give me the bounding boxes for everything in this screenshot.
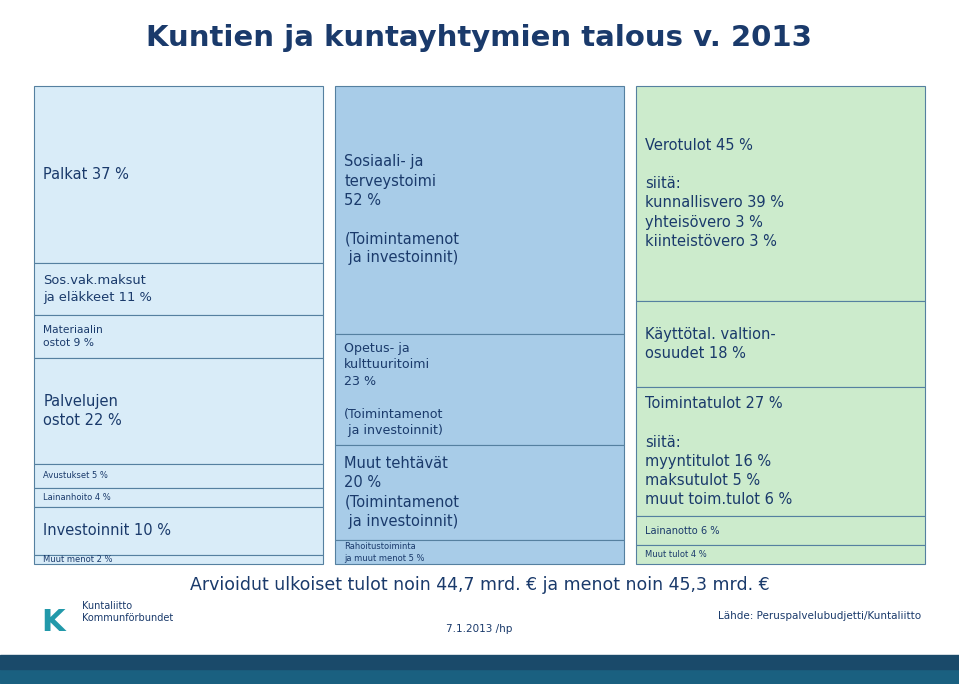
Text: K: K xyxy=(41,608,64,637)
Text: Palvelujen
ostot 22 %: Palvelujen ostot 22 % xyxy=(43,394,122,428)
Text: Sos.vak.maksut
ja eläkkeet 11 %: Sos.vak.maksut ja eläkkeet 11 % xyxy=(43,274,152,304)
Bar xyxy=(0,655,959,669)
Text: Muut menot 2 %: Muut menot 2 % xyxy=(43,555,112,564)
Text: Sosiaali- ja
terveystoimi
52 %

(Toimintamenot
 ja investoinnit): Sosiaali- ja terveystoimi 52 % (Toiminta… xyxy=(344,155,459,265)
Text: Kuntien ja kuntayhtymien talous v. 2013: Kuntien ja kuntayhtymien talous v. 2013 xyxy=(147,24,812,51)
Text: Materiaalin
ostot 9 %: Materiaalin ostot 9 % xyxy=(43,326,103,348)
Text: Käyttötal. valtion-
osuudet 18 %: Käyttötal. valtion- osuudet 18 % xyxy=(645,327,776,361)
Text: Investoinnit 10 %: Investoinnit 10 % xyxy=(43,523,171,538)
Text: Toimintatulot 27 %

siitä:
myyntitulot 16 %
maksutulot 5 %
muut toim.tulot 6 %: Toimintatulot 27 % siitä: myyntitulot 16… xyxy=(645,396,793,508)
Text: Rahoitustoiminta
ja muut menot 5 %: Rahoitustoiminta ja muut menot 5 % xyxy=(344,542,425,562)
Text: Kuntaliitto
Kommunförbundet: Kuntaliitto Kommunförbundet xyxy=(82,601,173,623)
Text: Muut tulot 4 %: Muut tulot 4 % xyxy=(645,550,707,560)
Text: Muut tehtävät
20 %
(Toimintamenot
 ja investoinnit): Muut tehtävät 20 % (Toimintamenot ja inv… xyxy=(344,456,459,529)
Text: 7.1.2013 /hp: 7.1.2013 /hp xyxy=(446,624,513,634)
Text: Arvioidut ulkoiset tulot noin 44,7 mrd. € ja menot noin 45,3 mrd. €: Arvioidut ulkoiset tulot noin 44,7 mrd. … xyxy=(190,576,769,594)
Text: Lainanhoito 4 %: Lainanhoito 4 % xyxy=(43,492,111,502)
Text: Palkat 37 %: Palkat 37 % xyxy=(43,167,129,181)
Bar xyxy=(0,669,959,683)
Text: Lainanotto 6 %: Lainanotto 6 % xyxy=(645,526,720,536)
Text: Lähde: Peruspalvelubudjetti/Kuntaliitto: Lähde: Peruspalvelubudjetti/Kuntaliitto xyxy=(717,611,921,620)
Text: Avustukset 5 %: Avustukset 5 % xyxy=(43,471,108,480)
Text: Opetus- ja
kulttuuritoimi
23 %

(Toimintamenot
 ja investoinnit): Opetus- ja kulttuuritoimi 23 % (Toiminta… xyxy=(344,342,444,437)
Text: Verotulot 45 %

siitä:
kunnallisvero 39 %
yhteisövero 3 %
kiinteistövero 3 %: Verotulot 45 % siitä: kunnallisvero 39 %… xyxy=(645,137,784,249)
